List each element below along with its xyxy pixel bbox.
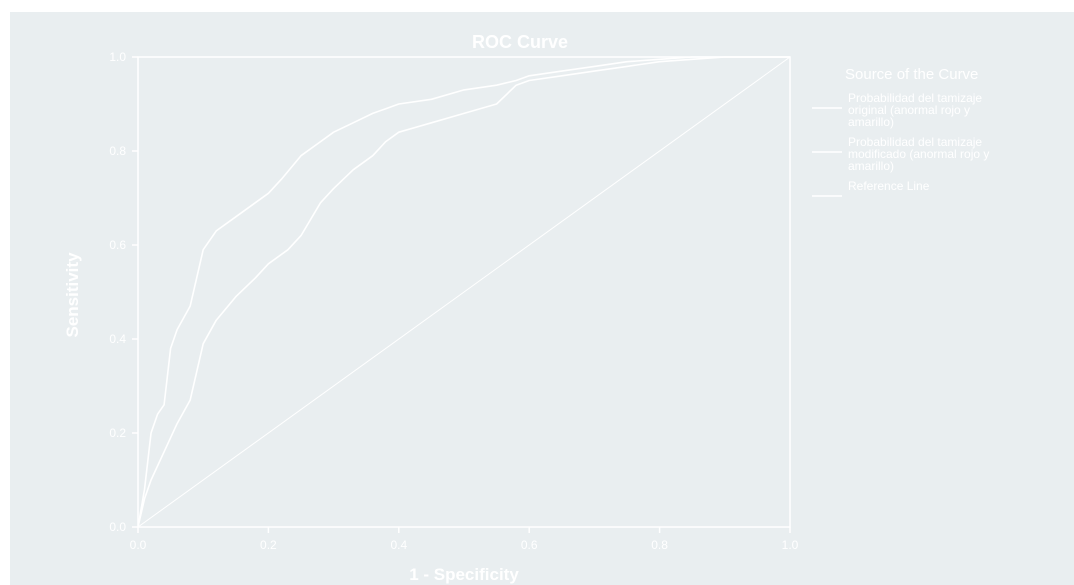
legend-label: Probabilidad del tamizaje modificado (ano… (848, 135, 989, 173)
x-axis-title: 1 - Specificity (409, 565, 519, 584)
legend-title: Source of the Curve (845, 66, 978, 83)
y-axis-title: Sensitivity (63, 252, 82, 338)
y-tick-label: 0.0 (109, 520, 126, 534)
series-line-1 (137, 56, 790, 528)
legend-item-1: Probabilidad del tamizaje original (anorm… (812, 91, 982, 129)
y-tick-label: 1.0 (109, 50, 126, 64)
y-tick-label: 0.6 (109, 238, 126, 252)
y-tick-label: 0.2 (109, 426, 126, 440)
axis-ticks: 0.0 0.2 0.4 0.6 0.8 1.0 0.0 0.2 0.4 0.6 0.8 1.0 (109, 50, 798, 552)
series-line-2 (137, 56, 790, 528)
x-tick-label: 0.2 (260, 538, 277, 552)
legend: Source of the Curve Probabilidad del tam… (812, 66, 989, 197)
chart-title: ROC Curve (472, 32, 568, 52)
legend-label: Probabilidad del tamizaje original (anorm… (848, 91, 982, 129)
chart-panel (10, 12, 1074, 585)
x-tick-label: 1.0 (782, 538, 799, 552)
legend-label: Reference Line (848, 179, 930, 193)
legend-item-3: Reference Line (812, 179, 930, 197)
series-line-3 (137, 56, 791, 528)
y-tick-label: 0.4 (109, 332, 126, 346)
y-tick-label: 0.8 (109, 144, 126, 158)
legend-item-2: Probabilidad del tamizaje modificado (ano… (812, 135, 989, 173)
x-tick-label: 0.6 (521, 538, 538, 552)
plot-frame (137, 56, 791, 528)
x-tick-label: 0.8 (651, 538, 668, 552)
series-lines (137, 56, 791, 528)
x-tick-label: 0.0 (130, 538, 147, 552)
x-tick-label: 0.4 (390, 538, 407, 552)
